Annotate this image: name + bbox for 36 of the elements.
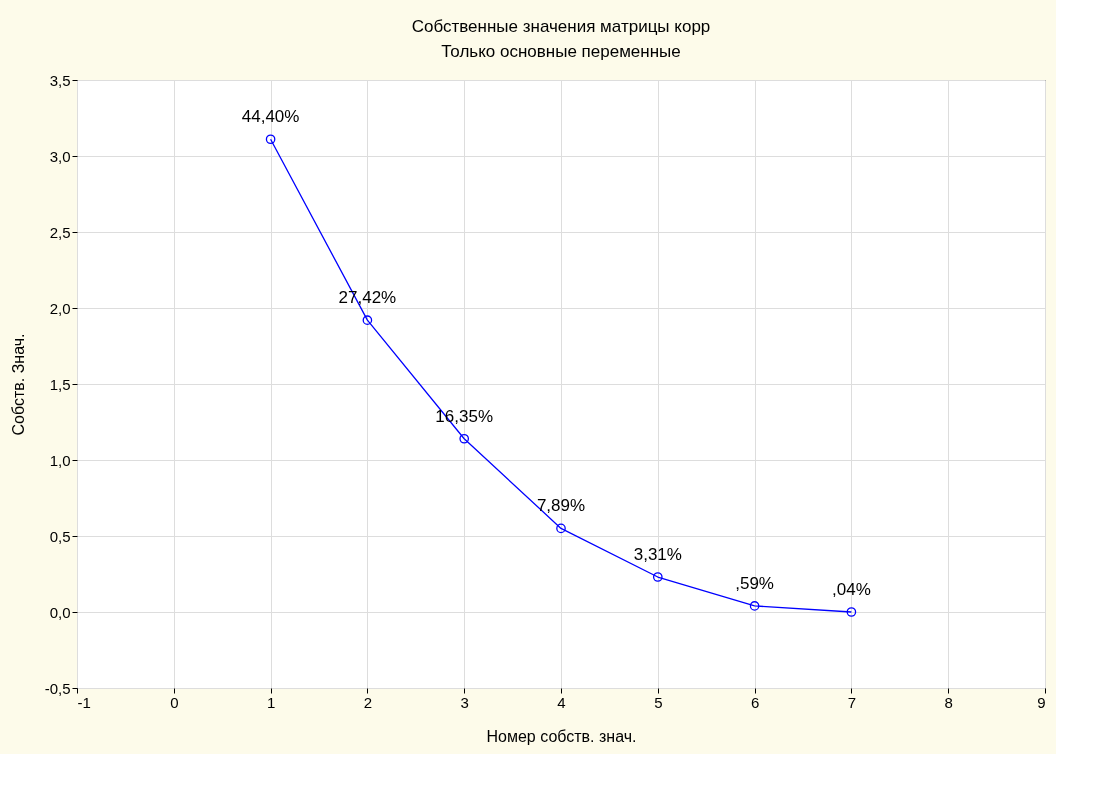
x-tick-label: 6 <box>750 693 760 711</box>
annotation: 3,31% <box>633 545 682 565</box>
point <box>362 315 373 325</box>
x-tick-label: 9 <box>1037 693 1046 711</box>
x-tick-label: 3 <box>460 693 469 711</box>
point <box>652 572 663 582</box>
y-tick-label: 3,0 <box>49 147 71 165</box>
x-tick-label: 8 <box>944 693 953 711</box>
x-tick-label: 5 <box>654 693 663 711</box>
chart-subtitle: Только основные переменные <box>441 42 681 61</box>
y-axis-title: Собств. Знач. <box>9 333 27 436</box>
x-axis-title: Номер собств. знач. <box>486 727 637 745</box>
y-tick-label: 2,5 <box>49 223 71 241</box>
point <box>556 523 566 534</box>
x-tick-label: -1 <box>77 693 91 711</box>
y-tick-label: 0,0 <box>49 603 71 621</box>
y-tick-label: 3,5 <box>49 71 71 89</box>
annotation: ,04% <box>832 580 871 599</box>
annotation: 7,89% <box>536 496 586 516</box>
y-tick-label: 2,0 <box>49 299 71 317</box>
x-tick-label: 0 <box>170 693 179 711</box>
y-tick-label: 0,5 <box>49 527 71 545</box>
x-tick-label: 7 <box>847 693 857 711</box>
y-tick-label: 1,5 <box>49 375 71 393</box>
point <box>459 433 470 444</box>
y-tick-label: 1,0 <box>49 451 71 469</box>
x-tick-label: 1 <box>266 693 276 711</box>
annotation: ,59% <box>735 573 774 593</box>
point <box>749 601 760 611</box>
point <box>265 134 276 145</box>
x-tick-label: 2 <box>363 693 373 711</box>
y-tick-label: -0,5 <box>44 679 71 697</box>
point <box>846 607 857 617</box>
chart-title: Собственные значения матрицы корр <box>411 17 711 36</box>
x-tick-label: 4 <box>557 693 566 711</box>
annotation: 44,40% <box>241 107 300 127</box>
